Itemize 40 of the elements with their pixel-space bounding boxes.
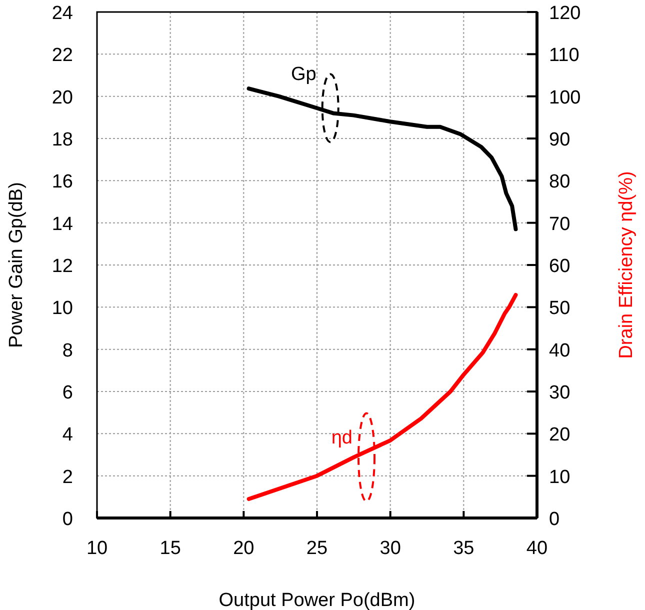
y2-tick-label: 70: [549, 214, 570, 235]
x-tick-label: 30: [380, 538, 401, 559]
y2-tick-label: 50: [549, 298, 570, 320]
x-tick-label: 35: [453, 538, 474, 559]
y-tick-label: 16: [52, 172, 73, 193]
y-tick-label: 10: [52, 298, 73, 320]
y-tick-label: 14: [52, 214, 74, 235]
x-tick-label: 40: [526, 538, 548, 559]
x-tick-label: 20: [233, 538, 254, 559]
y2-tick-label: 20: [549, 424, 570, 446]
line-series: [246, 292, 518, 502]
series-label: Gp: [290, 64, 316, 86]
y2-tick-label: 120: [549, 3, 581, 24]
y2-tick-label: 100: [549, 87, 581, 108]
y-axis-title: Power Gain Gp(dB): [6, 182, 27, 348]
y2-tick-label: 0: [549, 509, 560, 530]
y-tick-label: 0: [62, 509, 73, 530]
series-label: ηd: [331, 427, 352, 448]
y2-tick-label: 10: [549, 466, 570, 488]
y2-tick-label: 80: [549, 172, 570, 193]
y-tick-label: 22: [52, 45, 73, 66]
x-tick-label: 25: [306, 538, 328, 559]
x-tick-label: 10: [86, 538, 108, 559]
y-tick-label: 12: [52, 256, 73, 277]
y2-tick-label: 30: [549, 382, 570, 404]
y2-axis-title: Drain Efficiency ηd(%): [616, 171, 637, 359]
y2-tick-label: 40: [549, 340, 570, 362]
line-series: [246, 86, 518, 232]
y-tick-label: 4: [62, 424, 74, 446]
y-tick-label: 24: [52, 3, 74, 24]
y-tick-label: 20: [52, 87, 73, 108]
y-tick-label: 8: [62, 340, 73, 362]
x-tick-label: 15: [160, 538, 181, 559]
y-tick-label: 18: [52, 130, 73, 150]
y2-tick-label: 90: [549, 130, 570, 150]
x-axis-title: Output Power Po(dBm): [218, 590, 416, 610]
y-tick-label: 6: [62, 382, 73, 404]
y2-tick-label: 110: [549, 45, 580, 66]
y2-tick-label: 60: [549, 256, 570, 277]
y-tick-label: 2: [62, 466, 73, 488]
